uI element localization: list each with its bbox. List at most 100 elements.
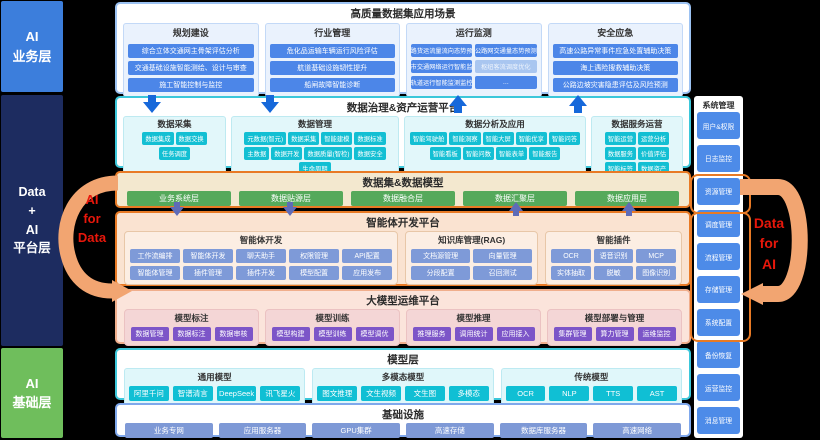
agent-item: MCP bbox=[636, 249, 676, 263]
item-grid: OCR 语音识别 MCP 实体抽取 脱敏 图像识别 bbox=[551, 249, 676, 280]
dataset-band-title: 数据集&数据模型 bbox=[362, 177, 444, 189]
model-layer-band-title: 模型层 bbox=[387, 354, 419, 366]
gov-item: 运营分析 bbox=[638, 132, 670, 145]
system-item: 运营监控 bbox=[697, 374, 740, 402]
scene-item: 航道基础设施韧性提升 bbox=[269, 61, 395, 75]
infrastructure-row: 业务专网 应用服务器 GPU集群 高速存储 数据库服务器 高速网络 bbox=[117, 423, 689, 440]
data-for-ai-label: Data for AI bbox=[753, 215, 785, 272]
item-list: 危化品运输车辆运行风险评估 航道基础设施韧性提升 船闸故障智能诊断 bbox=[269, 44, 395, 92]
gov-column-analysis: 数据分析及应用 智能驾驶舱 智能洞察 智能大屏 智能优享 智能问答 智能看板 智能问数 智能表… bbox=[404, 116, 586, 179]
ops-item: 运维监控 bbox=[637, 327, 676, 341]
group-title: 传统模型 bbox=[574, 372, 609, 382]
dataset-item: 数据融合层 bbox=[351, 191, 455, 206]
item-list: 元数据(智元) 数据采集 智能建模 数据标准 主数据 数据开发 数据质量(智检) 数据安全 生命… bbox=[235, 132, 395, 175]
item-grid: 阿里千问 智谱清言 DeepSeek 讯飞星火 bbox=[129, 386, 301, 401]
scene-column-planning: 规划建设 综合立体交通网主骨架评估分析 交通基础设施智能测绘、设计与审查 施工智能控… bbox=[123, 23, 259, 97]
item-list: 数据集成 数据交换任务调度 bbox=[127, 132, 222, 160]
infra-item: GPU集群 bbox=[312, 423, 401, 438]
item-list: 智能驾驶舱 智能洞察 智能大屏 智能优享 智能问答 智能看板 智能问数 智能表单 智能报告 bbox=[408, 132, 582, 160]
gov-item: 智能建模 bbox=[321, 132, 353, 145]
item-list: 综合立体交通网主骨架评估分析 交通基础设施智能测绘、设计与审查 施工智能控制与监控 bbox=[128, 44, 254, 92]
group-title: 模型标注 bbox=[174, 313, 209, 323]
scene-item: 高速公路异常事件应急处置辅助决策 bbox=[552, 44, 678, 58]
rail-label: Data + AI 平台层 bbox=[13, 185, 51, 256]
dataset-item: 数据应用层 bbox=[575, 191, 679, 206]
scene-item: 水路货运流量流向态势预测 bbox=[411, 44, 473, 57]
rail-ai-foundation-layer: AI 基础层 bbox=[1, 348, 63, 438]
model-item: 智谱清言 bbox=[172, 386, 213, 401]
ops-item: 数据管理 bbox=[130, 327, 169, 341]
infra-item: 应用服务器 bbox=[218, 423, 307, 438]
ops-item: 数据审核 bbox=[214, 327, 253, 341]
scenes-band: 高质量数据集应用场景 规划建设 综合立体交通网主骨架评估分析 交通基础设施智能测绘… bbox=[115, 2, 691, 97]
rail-label: AI 基础层 bbox=[12, 375, 52, 411]
gov-item: 数据交换 bbox=[175, 132, 207, 145]
item-grid: 工作流编排 智能体开发 聊天助手 权限管理 API配置 智能体管理 插件管理 插件开发 模型配置… bbox=[130, 249, 393, 280]
data-for-ai-arrowhead bbox=[741, 283, 763, 305]
rail-data-ai-platform-layer: Data + AI 平台层 bbox=[1, 95, 63, 346]
dataset-item: 业务系统层 bbox=[127, 191, 231, 206]
scenes-columns: 规划建设 综合立体交通网主骨架评估分析 交通基础设施智能测绘、设计与审查 施工智能控… bbox=[117, 22, 689, 101]
models-traditional: 传统模型 OCR NLP TTS AST bbox=[500, 368, 682, 406]
gov-item: 数据集成 bbox=[142, 132, 174, 145]
infra-item: 业务专网 bbox=[125, 423, 213, 438]
model-item: 图文推理 bbox=[317, 386, 358, 401]
item-row: 集群管理 算力管理 运维监控 bbox=[552, 327, 677, 341]
scene-item: 海上遇险搜救辅助决策 bbox=[552, 61, 678, 75]
infrastructure-band-title: 基础设施 bbox=[382, 409, 424, 421]
agent-item: 分段配置 bbox=[411, 266, 471, 280]
agent-item: 文档源管理 bbox=[411, 249, 471, 263]
infra-item: 数据库服务器 bbox=[499, 423, 588, 438]
model-item: DeepSeek bbox=[216, 386, 257, 401]
ops-item: 算力管理 bbox=[595, 327, 634, 341]
scene-column-monitoring: 运行监测 水路货运流量流向态势预测公路网交通量态势预测城市交通网络运行智能监测枢… bbox=[406, 23, 542, 97]
scene-item: 城市交通网络运行智能监测 bbox=[411, 60, 473, 73]
gov-item: 智能看板 bbox=[429, 147, 461, 160]
gov-item: 智能优享 bbox=[515, 132, 547, 145]
scene-item: 施工智能控制与监控 bbox=[128, 78, 254, 92]
model-item: 文生视频 bbox=[361, 386, 401, 401]
agent-item: 权限管理 bbox=[289, 249, 340, 263]
agent-item: 插件管理 bbox=[183, 266, 234, 280]
gov-item: 智能洞察 bbox=[449, 132, 481, 145]
item-list: 智能运营 运营分析 数据服务 价值评估 智能标签 数据资产 bbox=[595, 132, 679, 175]
agent-group-dev: 智能体开发 工作流编排 智能体开发 聊天助手 权限管理 API配置 智能体管理 插件管理 插件… bbox=[124, 231, 399, 285]
agent-item: 插件开发 bbox=[236, 266, 287, 280]
model-ops-groups: 模型标注 数据管理 数据标注 数据审核 模型训练 模型构建 模型训练 模型调优 模型推理… bbox=[117, 309, 689, 351]
group-title: 通用模型 bbox=[197, 372, 232, 382]
scene-column-safety: 安全应急 高速公路异常事件应急处置辅助决策 海上遇险搜救辅助决策 公路边坡灾害隐患评… bbox=[547, 23, 683, 97]
governance-band-title: 数据治理&资产运营平台 bbox=[346, 102, 460, 114]
model-item: AST bbox=[637, 386, 677, 401]
system-management-rail: 系统管理 用户&权限 日志监控 资源管理 调度管理 流程管理 存储管理 系统配置 备份恢复 运营… bbox=[694, 96, 743, 438]
gov-item: 智能问答 bbox=[548, 132, 581, 145]
gov-item: 数据采集 bbox=[288, 132, 320, 145]
system-management-list: 用户&权限 日志监控 资源管理 调度管理 流程管理 存储管理 系统配置 备份恢复 运营监控 消息管… bbox=[697, 112, 740, 434]
ops-item: 模型训练 bbox=[313, 327, 352, 341]
gov-item: 智能报告 bbox=[529, 147, 561, 160]
scenes-band-title: 高质量数据集应用场景 bbox=[350, 8, 456, 20]
column-title: 行业管理 bbox=[314, 28, 351, 38]
ops-item: 数据标注 bbox=[172, 327, 211, 341]
scene-item: 危化品运输车辆运行风险评估 bbox=[269, 44, 395, 58]
scene-item: 公路边坡灾害隐患评估及风险预测 bbox=[552, 78, 678, 92]
column-title: 安全应急 bbox=[597, 28, 634, 38]
governance-columns: 数据采集 数据集成 数据交换任务调度 数据管理 元数据(智元) 数据采集 智能建模 数据… bbox=[117, 116, 689, 183]
agent-item: 图像识别 bbox=[636, 266, 676, 280]
agent-item: 应用发布 bbox=[342, 266, 393, 280]
agent-item: 召回测试 bbox=[473, 266, 533, 280]
models-multimodal: 多模态模型 图文推理 文生视频 文生图 多模态 bbox=[312, 368, 494, 406]
gov-column-management: 数据管理 元数据(智元) 数据采集 智能建模 数据标准 主数据 数据开发 数据质量(智检) 数… bbox=[231, 116, 399, 179]
system-item: 备份恢复 bbox=[697, 341, 740, 369]
group-title: 智能插件 bbox=[596, 235, 631, 245]
dataset-item: 数据贴源层 bbox=[239, 191, 343, 206]
system-item: 系统配置 bbox=[697, 308, 740, 336]
ai-for-data-label: AI for Data bbox=[77, 192, 107, 245]
infra-item: 高速存储 bbox=[406, 423, 494, 438]
agent-group-plugins: 智能插件 OCR 语音识别 MCP 实体抽取 脱敏 图像识别 bbox=[545, 231, 682, 285]
model-item: OCR bbox=[505, 386, 546, 401]
gov-item: 任务调度 bbox=[158, 147, 191, 160]
column-title: 数据服务运营 bbox=[611, 119, 663, 129]
item-grid: 文档源管理 向量管理 分段配置 召回测试 bbox=[411, 249, 533, 280]
gov-item: 数据服务 bbox=[604, 147, 636, 160]
